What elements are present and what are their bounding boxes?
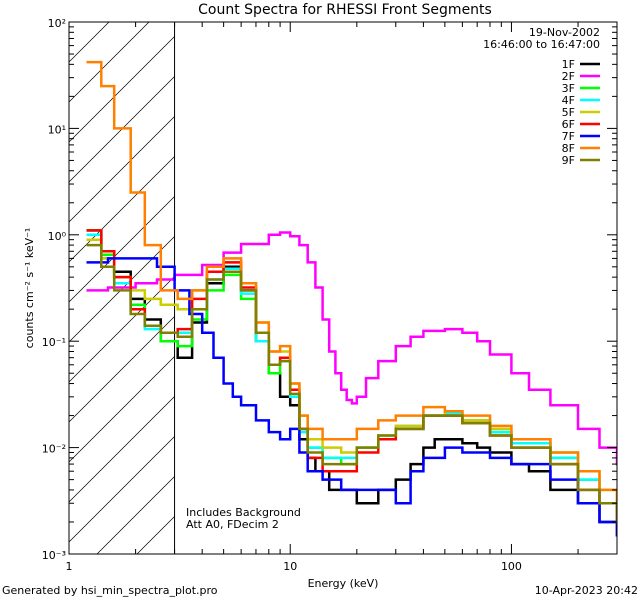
- legend-label-5f: 5F: [562, 106, 575, 119]
- annotation-background: Includes Background: [186, 506, 301, 519]
- legend-label-7f: 7F: [562, 130, 575, 143]
- legend-label-3f: 3F: [562, 82, 575, 95]
- x-tick-label: 10: [283, 560, 297, 573]
- legend-label-1f: 1F: [562, 58, 575, 71]
- series-group: [86, 60, 617, 537]
- x-axis-label: Energy (keV): [308, 577, 379, 590]
- chart-title: Count Spectra for RHESSI Front Segments: [198, 2, 492, 18]
- hatch-line: [69, 275, 175, 383]
- hatch-line: [69, 435, 175, 543]
- hatch-line: [69, 195, 175, 303]
- observation-time-range: 16:46:00 to 16:47:00: [483, 38, 600, 51]
- footer-generator: Generated by hsi_min_spectra_plot.pro: [2, 584, 218, 597]
- y-axis-label: counts cm⁻² s⁻¹ keV⁻¹: [23, 228, 36, 349]
- y-tick-label: 10⁰: [48, 230, 67, 243]
- series-line-2f: [86, 231, 617, 466]
- legend-label-9f: 9F: [562, 154, 575, 167]
- legend-label-4f: 4F: [562, 94, 575, 107]
- y-tick-label: 10¹: [48, 123, 66, 136]
- x-tick-label: 1: [66, 560, 73, 573]
- hatch-line: [69, 75, 175, 183]
- observation-date: 19-Nov-2002: [529, 26, 600, 39]
- y-tick-label: 10⁻²: [42, 443, 66, 456]
- annotation-attenuator: Att A0, FDecim 2: [186, 518, 279, 531]
- y-tick-label: 10⁻³: [42, 549, 66, 562]
- legend-label-6f: 6F: [562, 118, 575, 131]
- footer-date: 10-Apr-2023 20:42: [535, 584, 638, 597]
- hatch-line: [69, 395, 175, 503]
- y-tick-label: 10²: [48, 17, 66, 30]
- legend-label-8f: 8F: [562, 142, 575, 155]
- plot-frame: [68, 21, 618, 555]
- x-tick-label: 100: [501, 560, 522, 573]
- y-axis: 10⁻³ 10⁻² 10⁻¹ 10⁰ 10¹ 10²: [42, 17, 617, 562]
- series-line-9f: [86, 243, 617, 524]
- hatch-line: [69, 35, 175, 143]
- legend-label-2f: 2F: [562, 70, 575, 83]
- y-tick-label: 10⁻¹: [42, 336, 66, 349]
- x-axis: 1 10 100: [66, 22, 618, 573]
